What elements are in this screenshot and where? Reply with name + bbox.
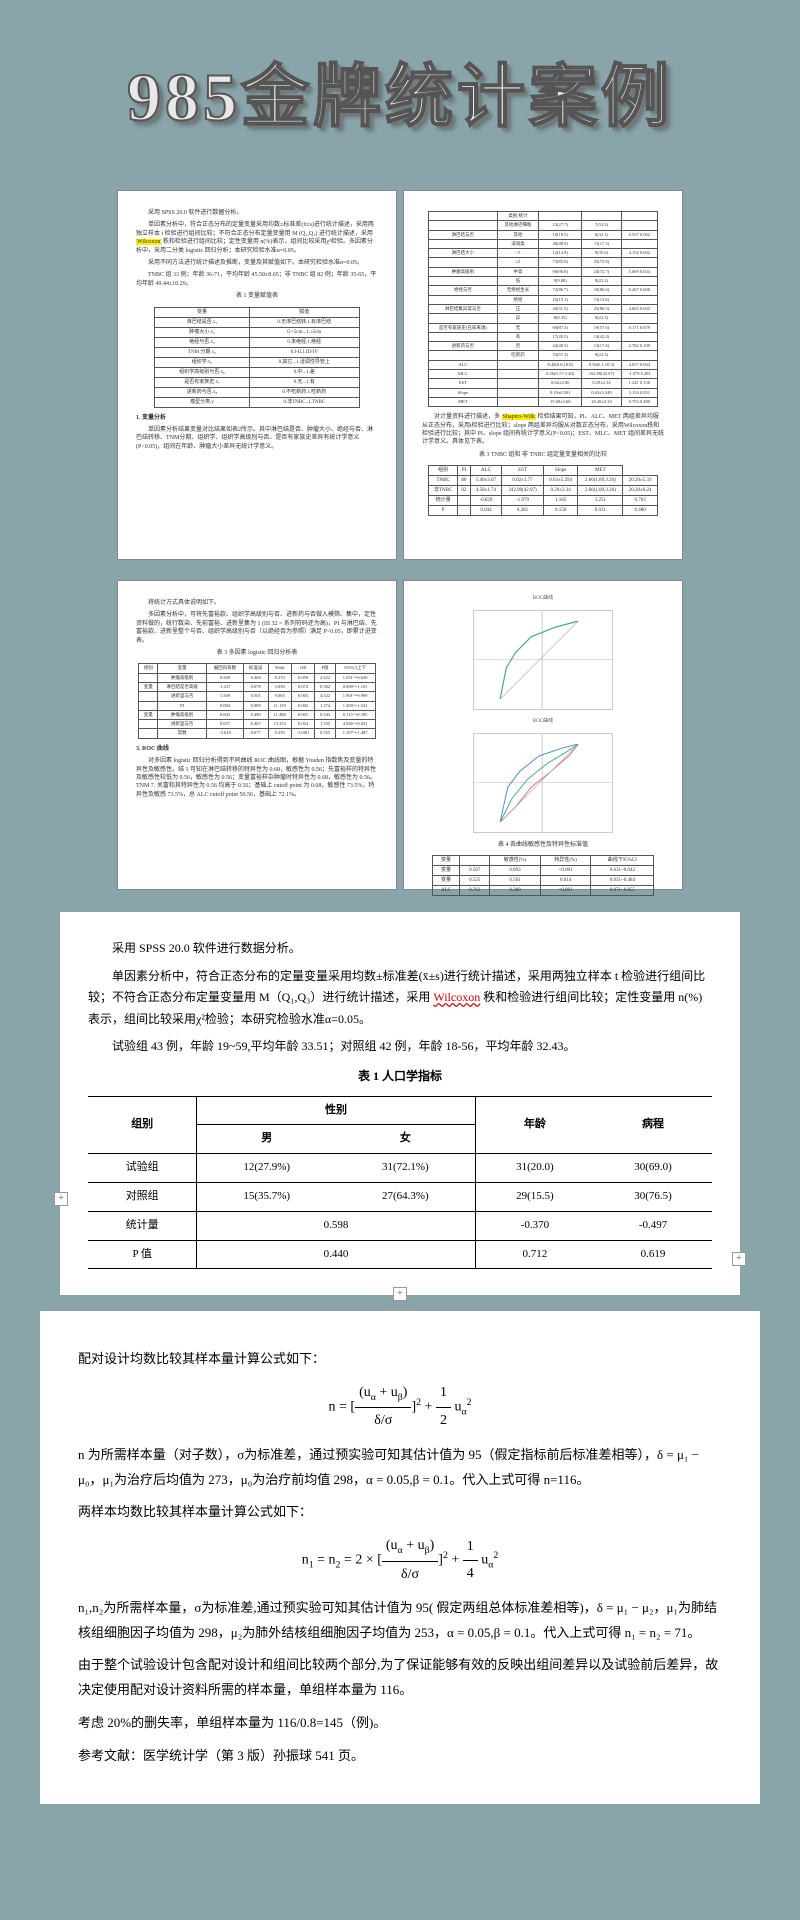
demographics-table: 组别 性别 年龄 病程 男 女 试验组12(27.9%)31(72.1%)31(… xyxy=(88,1096,712,1270)
th: 病程 xyxy=(594,1096,712,1154)
table-title: 表 4 各曲线敏感性及特异性标准值 xyxy=(422,841,664,849)
page-header: 985金牌统计案例 xyxy=(0,0,800,180)
compare-table: 组别PIALCESTSlopeMETTNBC805.40±3.670.02±1.… xyxy=(428,465,658,516)
section-3-doc: 采用 SPSS 20.0 软件进行数据分析。 单因素分析中，符合正态分布的定量变… xyxy=(60,912,740,1295)
section-heading: 1. 变量分析 xyxy=(136,414,378,422)
th: 女 xyxy=(336,1125,475,1154)
doc-row-1: 采用 SPSS 20.0 软件进行数据分析。 单因素分析中，符合正态分布的定量变… xyxy=(0,180,800,570)
para: 考虑 20%的删失率，单组样本量为 116/0.8=145（例)。 xyxy=(78,1711,722,1736)
para: 采用 SPSS 20.0 软件进行数据分析。 xyxy=(88,938,712,960)
para: 多因素分析中，可将先富裕款、组织学高级别与否、进新药与否做入模筛、集中，定性资料… xyxy=(136,611,378,645)
doc-page-2-right: ROC曲线 ROC曲线 表 4 各曲线敏感性及特异性标准值 变量敏感性(%)特异… xyxy=(403,580,683,890)
table-title: 表 1 变量赋值表 xyxy=(136,292,378,300)
para: 由于整个试验设计包含配对设计和组间比较两个部分,为了保证能够有效的反映出组间差异… xyxy=(78,1653,722,1702)
para: TNBC 组 33 例；年龄 36-71，平均年龄 45.50±8.65；非 T… xyxy=(136,271,378,288)
para: 对计量资料进行描述，多 Shapiro-Wilk 检验结果可知，PI、ALC、M… xyxy=(422,413,664,447)
table-title: 表 1 人口学指标 xyxy=(88,1066,712,1088)
table-handle-icon[interactable]: + xyxy=(393,1287,407,1301)
para: 参考文献：医学统计学（第 3 版）孙振球 541 页。 xyxy=(78,1744,722,1769)
para: 试验组 43 例，年龄 19~59,平均年龄 33.51；对照组 42 例，年龄… xyxy=(88,1036,712,1058)
th: 年龄 xyxy=(475,1096,594,1154)
header-title: 985金牌统计案例 xyxy=(127,41,673,140)
section-heading: 3. ROC 曲线 xyxy=(136,745,378,753)
th: 性别 xyxy=(197,1096,475,1125)
variable-table: 变量赋值淋巴结是否.x₁0.无淋巴结转.1.有淋巴结肿瘤大小.x₂0.<5cm.… xyxy=(154,307,360,408)
stats-table: 类别/统计其他淋巴细胞23(27.7)7(53.3)淋巴结与否其他18(18.5… xyxy=(428,211,658,407)
table-title: 表 3 多因素 logistic 回归分析表 xyxy=(136,649,378,657)
para: 对多因素 logistic 回归分析得到不同曲线 ROC 曲线图，根据 Youd… xyxy=(136,757,378,799)
para: 单因素分析结果变量对比结果如表2所示。其中淋巴结是否、肿瘤大小、绝经与否、淋巴结… xyxy=(136,426,378,451)
th: 组别 xyxy=(88,1096,197,1154)
para: 采用 SPSS 20.0 软件进行数据分析。 xyxy=(136,209,378,217)
section-4-doc: 配对设计均数比较其样本量计算公式如下： n = [(uα + uβ)δ/σ]2 … xyxy=(40,1311,760,1804)
para: n₁,n₂为所需样本量，σ为标准差,通过预实验可知其估计值为 95( 假定两组总… xyxy=(78,1596,722,1645)
chart-title: ROC曲线 xyxy=(422,595,664,602)
para: 配对设计均数比较其样本量计算公式如下： xyxy=(78,1347,722,1372)
para: 单因素分析中，符合正态分布的定量变量采用均数±标准差(x̄±s)进行统计描述，采… xyxy=(136,221,378,255)
roc-chart-2 xyxy=(473,733,613,833)
table-handle-icon[interactable]: + xyxy=(54,1192,68,1206)
table-handle-icon[interactable]: + xyxy=(732,1252,746,1266)
th: 男 xyxy=(197,1125,336,1154)
doc-page-1-right: 类别/统计其他淋巴细胞23(27.7)7(53.3)淋巴结与否其他18(18.5… xyxy=(403,190,683,560)
formula-1: n = [(uα + uβ)δ/σ]2 + 12 uα2 xyxy=(78,1380,722,1435)
para: 将统计方式具体说明如下。 xyxy=(136,599,378,607)
table-title: 表 3 TNBC 组和 非 TNBC 组定量变量相关的比较 xyxy=(422,451,664,459)
para: 两样本均数比较其样本量计算公式如下： xyxy=(78,1500,722,1525)
doc-page-1-left: 采用 SPSS 20.0 软件进行数据分析。 单因素分析中，符合正态分布的定量变… xyxy=(117,190,397,560)
doc-page-2-left: 将统计方式具体说明如下。 多因素分析中，可将先富裕款、组织学高级别与否、进新药与… xyxy=(117,580,397,890)
doc-row-2: 将统计方式具体说明如下。 多因素分析中，可将先富裕款、组织学高级别与否、进新药与… xyxy=(0,570,800,900)
roc-table: 变量敏感性(%)特异性(%)曲线下95%CI变量0.5670.893<0.001… xyxy=(432,855,655,896)
logistic-table: 组别变量偏回归系数标准误WaldORP值95%CI上下肿瘤高级别0.5000.4… xyxy=(138,663,375,738)
para: 采用不同方法进行统计描述及推断，变量及其赋值如下。本研究检验水准α=0.05。 xyxy=(136,259,378,267)
formula-2: n1 = n2 = 2 × [(uα + uβ)δ/σ]2 + 14 uα2 xyxy=(78,1533,722,1588)
para: n 为所需样本量（对子数），σ为标准差，通过预实验可知其估计值为 95（假定指标… xyxy=(78,1443,722,1492)
chart-title: ROC曲线 xyxy=(422,718,664,725)
roc-chart-1 xyxy=(473,610,613,710)
para: 单因素分析中，符合正态分布的定量变量采用均数±标准差(x̄±s)进行统计描述，采… xyxy=(88,966,712,1031)
